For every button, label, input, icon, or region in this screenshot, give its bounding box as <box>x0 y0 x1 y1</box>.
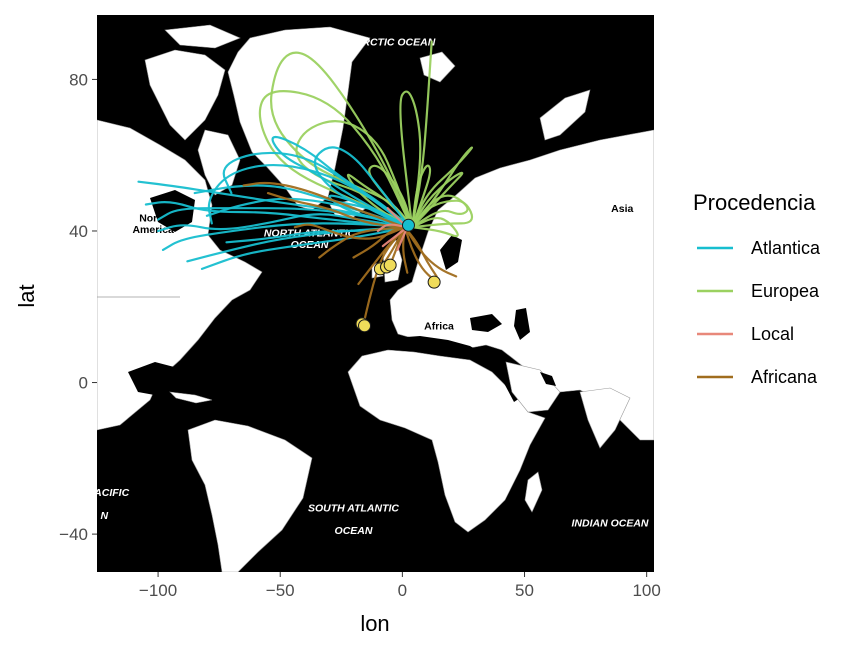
trajectory-africana <box>318 226 406 259</box>
legend: Procedencia Atlantica Europea Local African… <box>693 190 821 387</box>
trajectory-atlantica <box>328 194 411 229</box>
x-tick-label: 0 <box>398 581 407 600</box>
map-label: INDIAN OCEAN <box>572 518 649 530</box>
y-tick-label: 40 <box>69 222 88 241</box>
trajectory-atlantica <box>271 135 411 229</box>
legend-label: Atlantica <box>751 238 821 258</box>
trajectory-europea <box>258 90 411 225</box>
y-tick-label: 80 <box>69 70 88 89</box>
map-label: Asia <box>611 203 633 215</box>
baltic-sea <box>440 235 462 270</box>
x-tick-label: −50 <box>266 581 295 600</box>
map-label: ARCTIC OCEAN <box>354 36 436 48</box>
trajectory-africana <box>293 223 406 240</box>
legend-label: Africana <box>751 367 818 387</box>
legend-label: Local <box>751 324 794 344</box>
y-axis-title: lat <box>14 284 39 307</box>
map-label: Africa <box>424 320 454 332</box>
map-label: America <box>132 224 174 236</box>
africa-landmass <box>347 349 546 533</box>
north-america-landmass <box>97 119 263 431</box>
arctic-islands-west <box>144 49 226 141</box>
x-axis-title: lon <box>360 611 389 636</box>
caspian-sea <box>514 308 530 340</box>
map-label: North <box>139 213 167 225</box>
arctic-islands-baffin <box>197 129 241 196</box>
x-axis: −100 −50 0 50 100 <box>139 572 661 600</box>
black-sea <box>470 314 502 332</box>
arabian-peninsula <box>505 361 561 413</box>
y-tick-label: 0 <box>79 374 88 393</box>
trajectory-end-point <box>427 275 441 289</box>
trajectory-europea <box>411 216 459 238</box>
cuba <box>169 391 213 404</box>
y-tick-label: −40 <box>59 525 88 544</box>
trajectory-africana <box>266 192 406 229</box>
novaya-zemlya <box>539 89 591 141</box>
y-axis: −40 0 40 80 <box>59 70 97 544</box>
map-label: OCEAN <box>335 525 373 537</box>
x-tick-label: 50 <box>515 581 534 600</box>
trajectory-europea <box>399 90 422 229</box>
persian-gulf <box>540 372 556 386</box>
map-label: N <box>101 510 109 522</box>
indian-subcontinent <box>579 387 631 449</box>
x-tick-label: −100 <box>139 581 177 600</box>
map-label: SOUTH ATLANTIC <box>308 502 399 514</box>
trajectory-europea <box>411 171 464 229</box>
trajectory-atlantica <box>222 151 411 229</box>
map-label: America <box>240 411 282 423</box>
gulf-of-mexico <box>128 362 180 396</box>
trajectory-europea <box>411 164 432 229</box>
madagascar <box>524 471 543 513</box>
map-label: ACIFIC <box>93 487 129 499</box>
trajectory-africana <box>242 181 406 229</box>
trajectory-end-points <box>355 218 441 333</box>
legend-label: Europea <box>751 281 820 301</box>
arctic-islands-north <box>164 24 241 49</box>
trajectory-atlantica <box>157 213 411 233</box>
south-america-landmass <box>187 419 313 572</box>
trajectory-end-point <box>358 319 372 333</box>
trajectories <box>137 40 474 327</box>
legend-title: Procedencia <box>693 190 816 215</box>
trajectory-end-point <box>383 258 397 272</box>
trajectory-europea <box>411 194 469 229</box>
trajectory-end-point <box>401 218 415 232</box>
map-label: South <box>246 392 276 404</box>
x-tick-label: 100 <box>632 581 660 600</box>
